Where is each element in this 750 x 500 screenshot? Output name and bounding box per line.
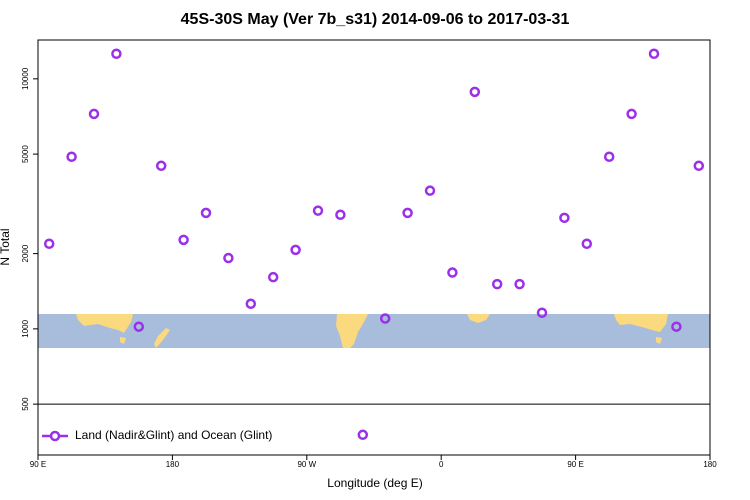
x-tick-label: 90 E [30,460,46,469]
y-axis-label: N Total [0,228,12,265]
y-tick-label: 10000 [21,67,30,90]
x-tick-label: 0 [439,460,444,469]
point [424,185,436,196]
legend-marker [49,430,61,442]
point [491,278,503,290]
y-tick-label: 500 [21,397,30,411]
x-tick-label: 180 [703,460,717,469]
y-tick-label: 1000 [21,319,30,337]
point [671,321,682,332]
point [559,212,570,224]
point [133,321,145,332]
point [648,48,660,59]
point [335,209,346,221]
point [88,108,100,120]
point [469,86,481,98]
point [200,207,212,219]
point [693,160,705,172]
x-tick-label: 90 E [567,460,583,469]
point [379,313,391,324]
point [402,207,413,219]
point [626,108,637,120]
point [267,271,279,283]
point [178,234,189,246]
legend-label: Land (Nadir&Glint) and Ocean (Glint) [75,428,272,442]
point [536,307,548,319]
point [357,429,369,441]
y-tick-label: 2000 [21,244,30,262]
point [290,244,301,256]
point [514,278,525,290]
point [66,151,77,162]
point [603,151,615,162]
x-tick-label: 90 W [297,460,316,469]
point [581,238,593,249]
x-tick-label: 180 [166,460,180,469]
plot-frame [37,39,711,456]
chart-title: 45S-30S May (Ver 7b_s31) 2014-09-06 to 2… [181,11,570,28]
map-strip [38,314,710,348]
point [111,48,122,59]
x-axis-label: Longitude (deg E) [327,476,422,490]
y-tick-label: 5000 [21,145,30,163]
point [155,160,167,172]
point [312,205,324,216]
point [447,267,458,278]
point [43,238,55,249]
point [223,252,234,264]
point [245,298,257,310]
